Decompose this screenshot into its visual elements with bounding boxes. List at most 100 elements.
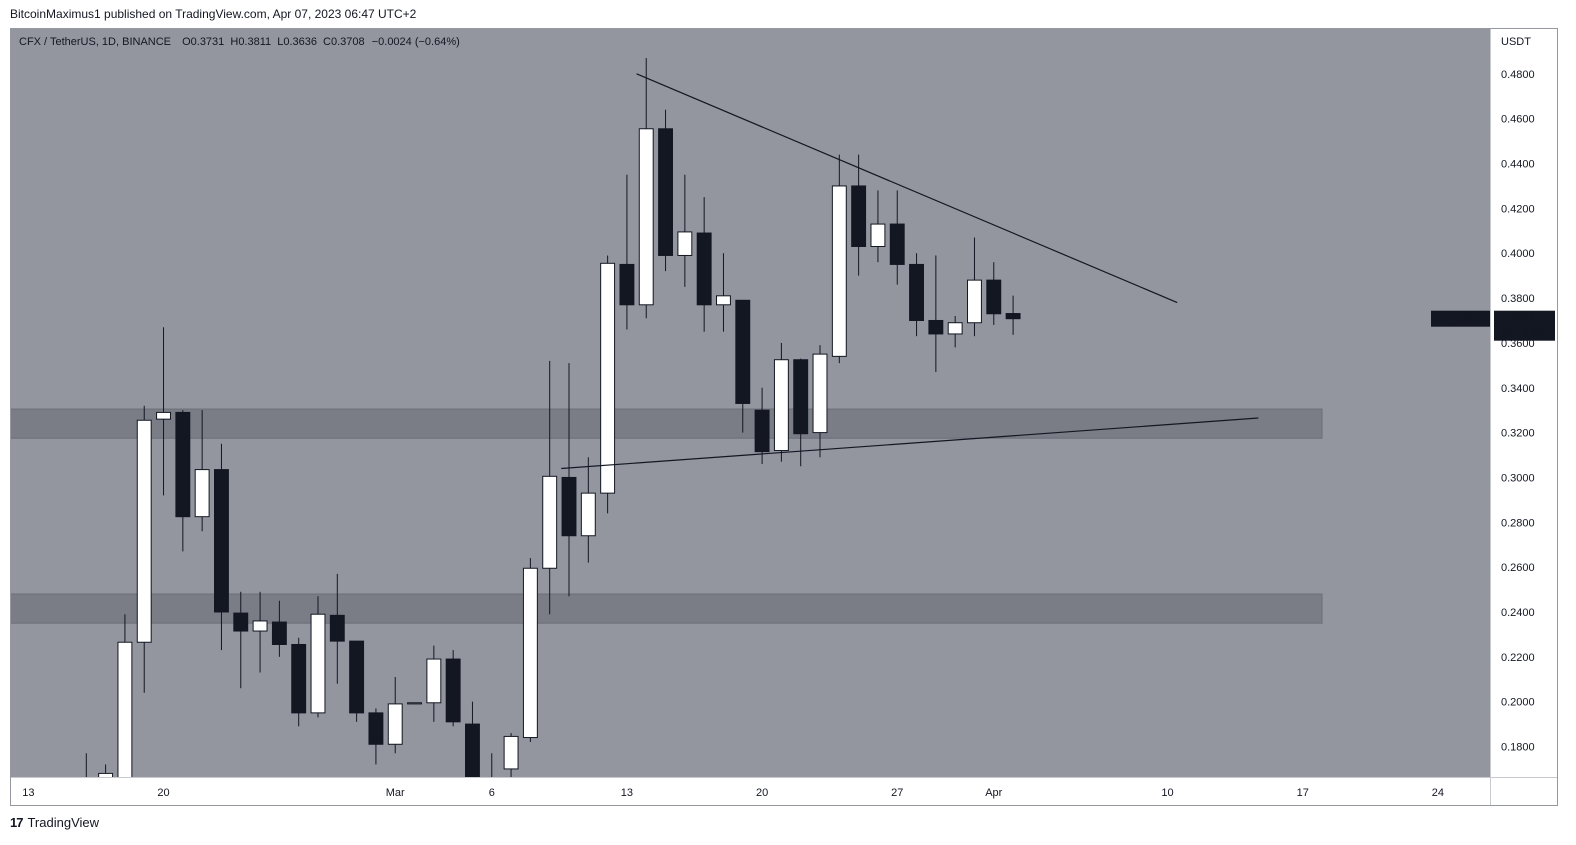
price-tag-bg: [1494, 310, 1555, 341]
legend-high-label: H: [230, 36, 238, 48]
candle-down: [175, 411, 191, 518]
legend-open-value: 0.3731: [191, 36, 225, 48]
price-tick-label: 0.4200: [1501, 203, 1535, 215]
candle-down: [291, 643, 307, 714]
current-price-label: CFXUSDT 0.3708 19:12:39: [1431, 310, 1555, 341]
candle-up: [98, 772, 114, 777]
time-tick-label: 13: [22, 787, 34, 799]
price-tick-label: 0.2200: [1501, 652, 1535, 664]
price-tick-label: 0.4400: [1501, 159, 1535, 171]
candle-down: [851, 185, 867, 247]
candle-up: [387, 703, 403, 745]
symbol-tag: CFXUSDT: [1437, 314, 1489, 326]
price-tick-label: 0.4000: [1501, 248, 1535, 260]
price-tick-label: 0.2600: [1501, 562, 1535, 574]
price-tick-label: 0.2800: [1501, 517, 1535, 529]
price-tick-label: 0.3200: [1501, 428, 1535, 440]
candle-up: [194, 469, 210, 518]
symbol-legend: CFX / TetherUS, 1D, BINANCE O0.3731 H0.3…: [19, 36, 460, 48]
price-tick-label: 0.1800: [1501, 742, 1535, 754]
candle-up: [600, 262, 616, 494]
bar-countdown: 19:12:39: [1501, 328, 1544, 340]
candle-up: [870, 223, 886, 247]
candle-down: [696, 232, 712, 306]
plot-background: [11, 29, 1490, 777]
legend-open-label: O: [182, 36, 191, 48]
candle-down: [986, 279, 1002, 315]
candlestick-chart[interactable]: 0.4800 0.4600 0.4400 0.4200 0.4000 0.3800 0.36…: [11, 29, 1557, 805]
candle-down: [271, 621, 287, 645]
tradingview-brand[interactable]: 17 TradingView: [10, 815, 99, 830]
candle-down: [793, 359, 809, 435]
time-tick-label: 24: [1432, 787, 1444, 799]
candle-up: [79, 787, 93, 791]
tradingview-logo-icon: 17: [10, 815, 24, 830]
time-tick-label: 20: [157, 787, 169, 799]
candle-up: [503, 735, 519, 770]
price-tick-label: 0.4800: [1501, 69, 1535, 81]
price-tag-value: 0.3708: [1501, 314, 1535, 326]
trendlines: [561, 73, 1259, 470]
price-tick-label: 0.2000: [1501, 697, 1535, 709]
candle-up: [136, 419, 152, 643]
price-axis-unit: USDT: [1501, 36, 1531, 48]
time-tick-label: 6: [489, 787, 495, 799]
candle-up: [773, 359, 789, 452]
price-axis[interactable]: 0.4800 0.4600 0.4400 0.4200 0.4000 0.3800 0.36…: [1501, 69, 1535, 754]
legend-high-value: 0.3811: [238, 36, 271, 48]
candle-down: [889, 223, 905, 265]
time-tick-label: Apr: [985, 787, 1002, 799]
chart-frame: 0.4800 0.4600 0.4400 0.4200 0.4000 0.3800 0.36…: [10, 28, 1558, 806]
price-tick-label: 0.3400: [1501, 383, 1535, 395]
trendline: [561, 417, 1259, 470]
candle-down: [445, 658, 461, 723]
candle-up: [967, 279, 982, 324]
trendline: [636, 73, 1178, 304]
candle-down: [233, 612, 249, 632]
candle-up: [522, 567, 538, 739]
candle-up: [638, 128, 654, 306]
candle-down: [349, 640, 365, 714]
legend-low-value: 0.3636: [283, 36, 317, 48]
horizontal-zone: [11, 593, 1323, 624]
candle-down: [1005, 313, 1021, 320]
brand-name: TradingView: [27, 815, 100, 830]
publisher-caption: BitcoinMaximus1 published on TradingView…: [10, 7, 417, 21]
candle-up: [580, 492, 596, 537]
candle-down: [619, 263, 635, 306]
horizontal-zone: [11, 408, 1323, 439]
candle-down: [735, 299, 751, 404]
candle-up: [117, 641, 133, 777]
candle-down: [465, 723, 480, 777]
price-tick-label: 0.4600: [1501, 114, 1535, 126]
candle-up: [812, 353, 828, 434]
candle-down: [928, 319, 944, 335]
time-tick-label: 10: [1161, 787, 1173, 799]
candle-down: [754, 409, 770, 453]
time-tick-label: 20: [756, 787, 768, 799]
price-tick-label: 0.3600: [1501, 338, 1535, 350]
candle-down: [909, 263, 925, 321]
candles: [79, 58, 1021, 791]
candle-up: [407, 702, 422, 705]
candle-down: [368, 712, 384, 745]
candle-up: [716, 295, 731, 306]
candle-up: [252, 620, 268, 632]
legend-close-label: C: [323, 36, 331, 48]
candle-down: [561, 476, 577, 537]
candle-up: [426, 658, 442, 704]
candle-down: [658, 128, 673, 256]
time-axis[interactable]: 13 20 Mar 6 13 20 27 Apr 10 17 24: [22, 787, 1444, 799]
candle-up: [542, 475, 558, 569]
legend-change: −0.0024 (−0.64%): [372, 36, 460, 48]
legend-low-label: L: [277, 36, 283, 48]
candle-down: [214, 469, 229, 613]
candle-up: [156, 411, 171, 420]
candle-down: [329, 614, 345, 642]
candle-up: [677, 231, 693, 256]
time-tick-label: 17: [1297, 787, 1309, 799]
candle-up: [310, 613, 326, 714]
time-tick-label: Mar: [386, 787, 405, 799]
candle-up: [947, 322, 963, 335]
support-zones: [11, 408, 1323, 624]
